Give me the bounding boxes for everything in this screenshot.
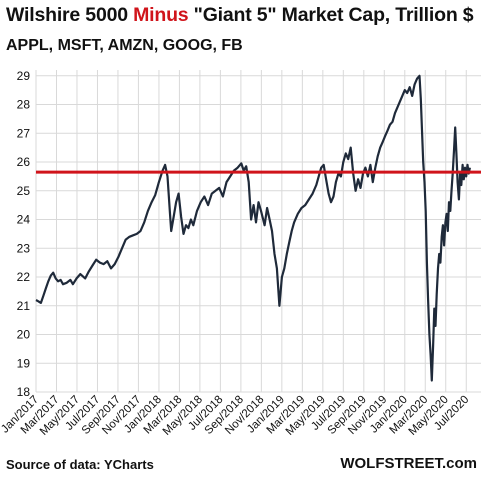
y-tick-label: 22 [17,270,31,284]
y-tick-label: 28 [17,98,31,112]
series-layer [35,74,471,382]
y-tick-label: 20 [17,328,31,342]
y-tick-label: 19 [17,356,31,370]
y-tick-label: 21 [17,299,31,313]
brand-label: WOLFSTREET.com [340,455,477,472]
y-tick-label: 23 [17,241,31,255]
y-tick-label: 24 [17,213,31,227]
series-line [35,74,471,382]
y-tick-label: 26 [17,155,31,169]
y-tick-label: 25 [17,184,31,198]
y-axis-ticks: 18 19 20 21 22 23 24 25 26 27 28 29 [17,69,31,399]
source-note: Source of data: YCharts [6,457,154,472]
chart-subtitle: APPL, MSFT, AMZN, GOOG, FB [6,37,243,54]
title-part-minus: Minus [133,4,189,26]
title-part-a: Wilshire 5000 [6,4,134,26]
y-tick-label: 29 [17,69,31,83]
grid [35,70,481,393]
x-axis-ticks: Jan/2017Mar/2017May/2017Jul/2017Sep/2017… [0,394,471,438]
y-tick-label: 18 [17,385,31,399]
y-tick-label: 27 [17,126,31,140]
chart-title: Wilshire 5000 Minus "Giant 5" Market Cap… [6,4,483,27]
title-part-c: "Giant 5" Market Cap, Trillion $ [188,4,474,26]
